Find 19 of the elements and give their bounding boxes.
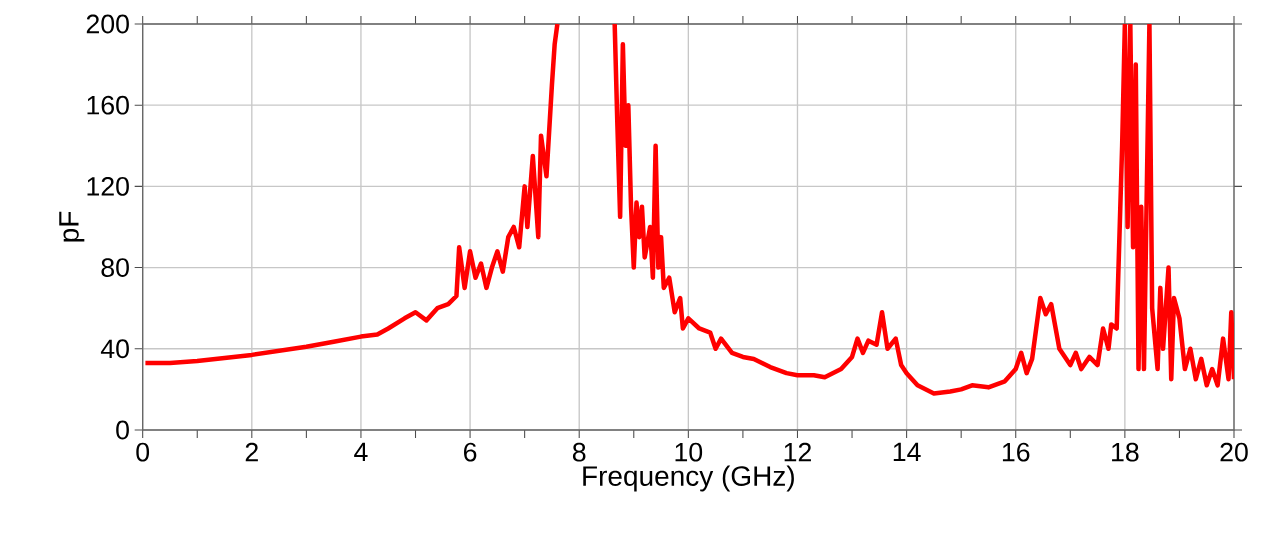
- x-tick-label: 10: [675, 442, 703, 462]
- x-tick-label: 8: [572, 442, 586, 462]
- x-tick-label: 20: [1220, 442, 1248, 462]
- y-tick-label: 0: [116, 420, 129, 440]
- x-tick-label: 4: [354, 442, 368, 462]
- x-tick-label: 0: [136, 442, 150, 462]
- x-tick-label: 18: [1112, 442, 1139, 462]
- x-axis-title: Frequency (GHz): [583, 465, 794, 492]
- x-tick-label: 6: [464, 442, 477, 462]
- y-tick-label: 120: [87, 176, 129, 196]
- y-tick-label: 160: [87, 95, 129, 115]
- x-tick-label: 16: [1002, 442, 1030, 462]
- y-tick-label: 80: [101, 258, 129, 278]
- y-tick-label: 200: [86, 14, 129, 34]
- x-tick-label: 12: [784, 442, 811, 462]
- y-axis-title: pF: [59, 211, 85, 242]
- x-tick-label: 14: [893, 442, 921, 462]
- x-tick-label: 2: [245, 442, 258, 462]
- y-tick-label: 40: [100, 339, 129, 359]
